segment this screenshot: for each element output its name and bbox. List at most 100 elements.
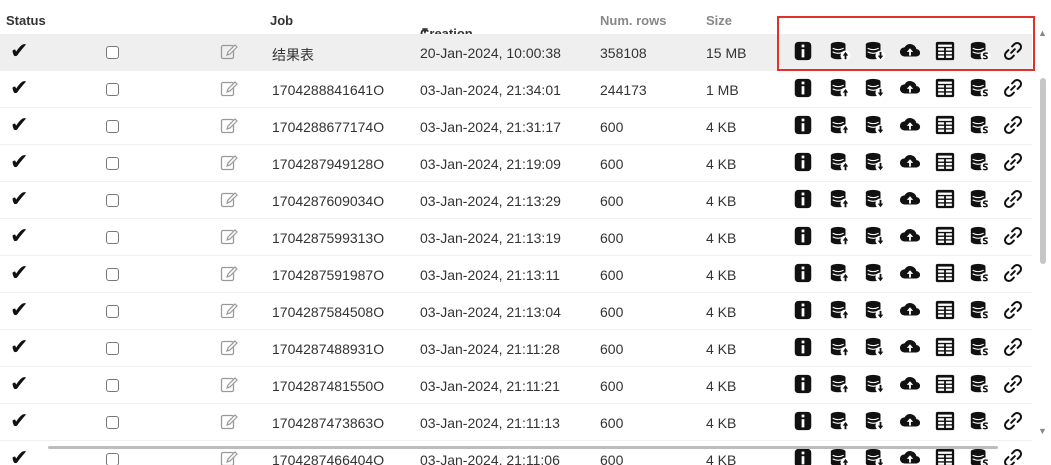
database-upload-icon[interactable] xyxy=(829,151,853,175)
job-name[interactable]: 1704287488931O xyxy=(272,341,385,357)
scroll-up-arrow-icon[interactable]: ▲ xyxy=(1038,28,1047,38)
database-download-icon[interactable] xyxy=(864,373,888,397)
table-row[interactable]: ✔ 1704287609034O 03-Jan-2024, 21:13:29 600 4… xyxy=(0,182,1032,219)
database-download-icon[interactable] xyxy=(864,336,888,360)
job-name[interactable]: 1704288841641O xyxy=(272,82,385,98)
info-icon[interactable] xyxy=(792,299,816,323)
table-icon[interactable] xyxy=(934,40,958,64)
database-samp-icon[interactable] xyxy=(969,114,993,138)
horizontal-scrollbar[interactable] xyxy=(48,446,998,449)
link-icon[interactable] xyxy=(1002,447,1026,465)
database-samp-icon[interactable] xyxy=(969,336,993,360)
info-icon[interactable] xyxy=(792,188,816,212)
table-row[interactable]: ✔ 1704287481550O 03-Jan-2024, 21:11:21 600 4… xyxy=(0,367,1032,404)
table-icon[interactable] xyxy=(934,262,958,286)
info-icon[interactable] xyxy=(792,77,816,101)
job-name[interactable]: 1704288677174O xyxy=(272,119,385,135)
edit-icon[interactable] xyxy=(219,375,239,395)
table-row[interactable]: ✔ 1704287584508O 03-Jan-2024, 21:13:04 600 4… xyxy=(0,293,1032,330)
database-upload-icon[interactable] xyxy=(829,410,853,434)
link-icon[interactable] xyxy=(1002,40,1026,64)
job-name[interactable]: 1704287609034O xyxy=(272,193,385,209)
database-samp-icon[interactable] xyxy=(969,151,993,175)
database-samp-icon[interactable] xyxy=(969,188,993,212)
cloud-upload-icon[interactable] xyxy=(899,336,923,360)
row-select-checkbox[interactable] xyxy=(106,157,119,170)
row-select-checkbox[interactable] xyxy=(106,416,119,429)
database-download-icon[interactable] xyxy=(864,114,888,138)
table-icon[interactable] xyxy=(934,151,958,175)
database-upload-icon[interactable] xyxy=(829,77,853,101)
edit-icon[interactable] xyxy=(219,449,239,465)
cloud-upload-icon[interactable] xyxy=(899,447,923,465)
job-name[interactable]: 结果表 xyxy=(272,47,314,63)
row-select-checkbox[interactable] xyxy=(106,379,119,392)
edit-icon[interactable] xyxy=(219,301,239,321)
job-name[interactable]: 1704287466404O xyxy=(272,452,385,465)
info-icon[interactable] xyxy=(792,114,816,138)
link-icon[interactable] xyxy=(1002,114,1026,138)
table-row[interactable]: ✔ 1704288841641O 03-Jan-2024, 21:34:01 2441… xyxy=(0,71,1032,108)
database-upload-icon[interactable] xyxy=(829,262,853,286)
link-icon[interactable] xyxy=(1002,188,1026,212)
table-icon[interactable] xyxy=(934,225,958,249)
link-icon[interactable] xyxy=(1002,336,1026,360)
info-icon[interactable] xyxy=(792,447,816,465)
row-select-checkbox[interactable] xyxy=(106,231,119,244)
database-download-icon[interactable] xyxy=(864,188,888,212)
cloud-upload-icon[interactable] xyxy=(899,114,923,138)
cloud-upload-icon[interactable] xyxy=(899,151,923,175)
database-upload-icon[interactable] xyxy=(829,188,853,212)
column-header-size[interactable]: Size xyxy=(706,13,733,28)
table-row[interactable]: ✔ 1704287466404O 03-Jan-2024, 21:11:06 600 4… xyxy=(0,441,1032,465)
database-upload-icon[interactable] xyxy=(829,225,853,249)
job-name[interactable]: 1704287949128O xyxy=(272,156,385,172)
row-select-checkbox[interactable] xyxy=(106,46,119,59)
link-icon[interactable] xyxy=(1002,410,1026,434)
info-icon[interactable] xyxy=(792,40,816,64)
database-download-icon[interactable] xyxy=(864,151,888,175)
table-row[interactable]: ✔ 1704288677174O 03-Jan-2024, 21:31:17 600 4… xyxy=(0,108,1032,145)
database-download-icon[interactable] xyxy=(864,77,888,101)
edit-icon[interactable] xyxy=(219,116,239,136)
edit-icon[interactable] xyxy=(219,338,239,358)
database-download-icon[interactable] xyxy=(864,447,888,465)
info-icon[interactable] xyxy=(792,151,816,175)
database-samp-icon[interactable] xyxy=(969,410,993,434)
column-header-num-rows[interactable]: Num. rows xyxy=(600,13,667,28)
database-samp-icon[interactable] xyxy=(969,40,993,64)
table-icon[interactable] xyxy=(934,373,958,397)
link-icon[interactable] xyxy=(1002,262,1026,286)
row-select-checkbox[interactable] xyxy=(106,453,119,465)
job-name[interactable]: 1704287584508O xyxy=(272,304,385,320)
table-icon[interactable] xyxy=(934,188,958,212)
job-name[interactable]: 1704287591987O xyxy=(272,267,385,283)
row-select-checkbox[interactable] xyxy=(106,268,119,281)
database-samp-icon[interactable] xyxy=(969,447,993,465)
database-samp-icon[interactable] xyxy=(969,262,993,286)
link-icon[interactable] xyxy=(1002,77,1026,101)
link-icon[interactable] xyxy=(1002,373,1026,397)
table-row[interactable]: ✔ 结果表 20-Jan-2024, 10:00:38 358108 15 MB xyxy=(0,34,1032,71)
database-upload-icon[interactable] xyxy=(829,299,853,323)
table-icon[interactable] xyxy=(934,299,958,323)
info-icon[interactable] xyxy=(792,225,816,249)
database-download-icon[interactable] xyxy=(864,40,888,64)
database-upload-icon[interactable] xyxy=(829,447,853,465)
job-name[interactable]: 1704287473863O xyxy=(272,415,385,431)
cloud-upload-icon[interactable] xyxy=(899,225,923,249)
database-download-icon[interactable] xyxy=(864,299,888,323)
database-upload-icon[interactable] xyxy=(829,114,853,138)
cloud-upload-icon[interactable] xyxy=(899,77,923,101)
edit-icon[interactable] xyxy=(219,42,239,62)
database-download-icon[interactable] xyxy=(864,410,888,434)
column-header-job[interactable]: Job xyxy=(270,13,294,28)
job-name[interactable]: 1704287599313O xyxy=(272,230,385,246)
link-icon[interactable] xyxy=(1002,151,1026,175)
cloud-upload-icon[interactable] xyxy=(899,373,923,397)
cloud-upload-icon[interactable] xyxy=(899,299,923,323)
cloud-upload-icon[interactable] xyxy=(899,188,923,212)
link-icon[interactable] xyxy=(1002,225,1026,249)
table-row[interactable]: ✔ 1704287591987O 03-Jan-2024, 21:13:11 600 4… xyxy=(0,256,1032,293)
job-name[interactable]: 1704287481550O xyxy=(272,378,385,394)
